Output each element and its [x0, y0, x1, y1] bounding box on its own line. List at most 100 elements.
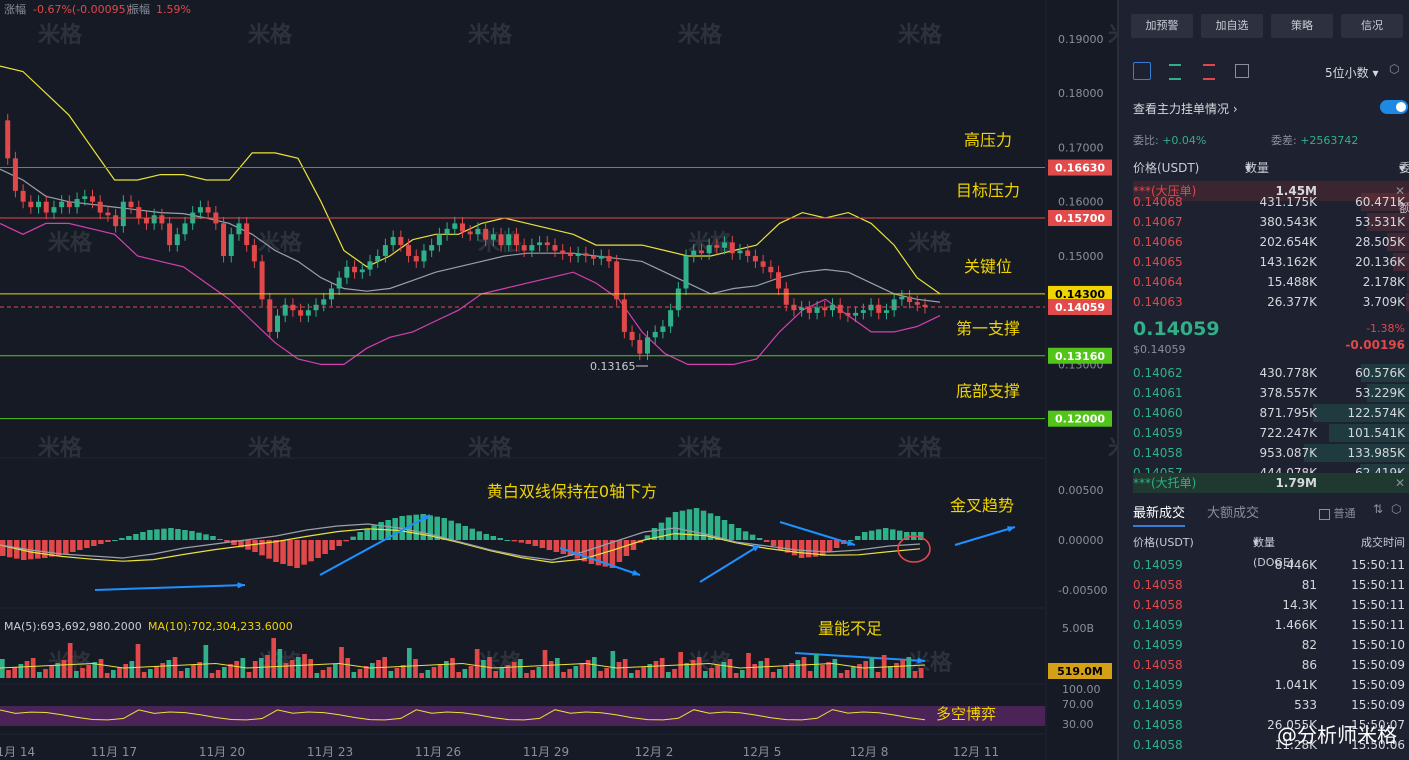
bid-price: 0.14058	[1133, 446, 1183, 460]
trade-time: 15:50:11	[1351, 598, 1405, 612]
ratio-label: 委比:	[1133, 134, 1159, 147]
ask-row[interactable]: 0.14067 380.543K 53.531K	[1133, 212, 1409, 232]
checkbox-icon[interactable]	[1319, 508, 1330, 520]
x-tick: 11月 29	[523, 745, 569, 759]
volume-note: 量能不足	[818, 619, 882, 638]
macd-bar	[819, 540, 826, 556]
macd-bar	[294, 540, 300, 568]
watermark-text: 米格	[468, 435, 513, 461]
x-tick: 11月 23	[307, 745, 353, 759]
candle-body	[143, 217, 149, 224]
macd-bar	[126, 536, 132, 540]
volume-bar	[820, 665, 825, 678]
trend-arrow-head	[422, 515, 430, 522]
candle-body	[398, 236, 404, 246]
bid-total: 60.576K	[1355, 366, 1405, 380]
add-watchlist-button[interactable]: 加自选	[1201, 14, 1263, 38]
macd-bar	[217, 539, 223, 540]
collapse-icon[interactable]: ✕	[1394, 476, 1405, 490]
trade-qty-header[interactable]: 数量(DOGE) ▾	[1253, 533, 1294, 569]
macd-bar	[644, 535, 651, 540]
info-button[interactable]: 信况	[1341, 14, 1403, 38]
trend-arrow	[779, 521, 856, 546]
ask-row[interactable]: 0.14065 143.162K 20.136K	[1133, 252, 1409, 272]
candle-body	[606, 255, 612, 262]
volume-bar	[222, 667, 227, 678]
candle-body	[745, 250, 751, 256]
ask-row[interactable]: 0.14063 26.377K 3.709K	[1133, 292, 1409, 312]
layout-both-icon[interactable]	[1133, 62, 1151, 80]
watermark-text: 米格	[38, 435, 83, 461]
volume-bar	[0, 659, 5, 678]
expand-icon[interactable]: ✕	[1394, 184, 1405, 198]
volume-bar	[758, 661, 764, 678]
normal-filter[interactable]: 普通	[1319, 505, 1356, 521]
trade-settings-icon[interactable]: ⬡	[1391, 502, 1402, 516]
ask-row[interactable]: 0.14064 15.488K 2.178K	[1133, 272, 1409, 292]
volume-bar	[912, 671, 918, 678]
golden-cross-circle	[897, 535, 931, 563]
candle-body	[506, 234, 512, 246]
book-header: 价格(USDT) 数量 (DOGE) ▾ 委托额 ▾	[1133, 158, 1409, 215]
volume-ma5: MA(5):693,692,980.2000	[4, 620, 142, 633]
candle-body	[899, 296, 905, 300]
bid-row[interactable]: 0.14058 953.087K 133.985K	[1133, 443, 1409, 463]
trade-row: 0.14059 533 15:50:09	[1133, 695, 1409, 715]
volume-bar	[481, 660, 486, 678]
macd-bar	[259, 540, 265, 556]
volume-bar	[764, 658, 770, 678]
macd-bar	[252, 540, 258, 552]
volume-bar	[12, 667, 17, 678]
volume-bar	[357, 669, 363, 678]
ask-row[interactable]: 0.14066 202.654K 28.505K	[1133, 232, 1409, 252]
candle-body	[729, 242, 735, 254]
qty-col-header[interactable]: 数量 (DOGE) ▾	[1245, 158, 1290, 195]
tab-large-trades[interactable]: 大额成交	[1207, 506, 1260, 521]
candle-body	[830, 304, 835, 311]
trade-price: 0.14058	[1133, 598, 1183, 612]
macd-bar	[511, 540, 518, 542]
depth-bar	[1393, 253, 1409, 271]
bollinger-lower	[0, 222, 941, 365]
tab-latest-trades[interactable]: 最新成交	[1133, 502, 1186, 527]
volume-bar	[283, 663, 289, 678]
candle-body	[552, 245, 558, 251]
main-orders-link[interactable]: 查看主力挂单情况 ›	[1133, 102, 1238, 116]
trade-time: 15:50:09	[1351, 678, 1405, 692]
volume-bar	[400, 665, 406, 678]
decimals-select[interactable]: 5位小数 ▾	[1325, 66, 1379, 80]
macd-bar	[721, 520, 728, 540]
volume-bar	[370, 663, 375, 678]
candle-body	[845, 312, 851, 316]
watermark-text: 米格	[1108, 435, 1117, 461]
volume-bar	[511, 662, 517, 678]
candle-body	[529, 245, 535, 251]
filter-icon[interactable]: ⇅	[1373, 502, 1384, 516]
layout-trades-icon[interactable]	[1235, 64, 1249, 78]
settings-icon[interactable]: ⬡	[1389, 62, 1400, 76]
trade-time-header: 成交时间	[1361, 536, 1405, 549]
trade-qty: 26.055K	[1267, 718, 1317, 732]
bid-row[interactable]: 0.14061 378.557K 53.229K	[1133, 383, 1409, 403]
ask-row[interactable]: 0.14068 431.175K 60.471K	[1133, 192, 1409, 212]
watermark-text: 米格	[468, 22, 513, 48]
bid-row[interactable]: 0.14062 430.778K 60.576K	[1133, 363, 1409, 383]
strategy-button[interactable]: 策略	[1271, 14, 1333, 38]
watermark-text: 米格	[678, 435, 723, 461]
alert-button[interactable]: 加预警	[1131, 14, 1193, 38]
layout-bids-icon[interactable]	[1169, 64, 1181, 80]
total-col-header[interactable]: 委托额 ▾	[1399, 158, 1409, 215]
bid-row[interactable]: 0.14060 871.795K 122.574K	[1133, 403, 1409, 423]
big-ask-label: ***(大压单)	[1133, 184, 1197, 198]
last-price-usd: $0.14059	[1133, 343, 1186, 356]
price-tick: 0.17000	[1058, 141, 1104, 154]
trade-price: 0.14058	[1133, 718, 1183, 732]
candle-body	[444, 228, 450, 235]
macd-bar	[42, 540, 48, 558]
main-orders-toggle[interactable]	[1380, 100, 1408, 114]
bid-row[interactable]: 0.14059 722.247K 101.541K	[1133, 423, 1409, 443]
chart-area: 米格米格米格米格米格米格米格米格米格米格米格米格米格米格米格米格米格米格米格米格…	[0, 0, 1117, 760]
volume-bar	[838, 673, 844, 678]
x-tick: 12月 5	[743, 745, 782, 759]
layout-asks-icon[interactable]	[1203, 64, 1215, 80]
